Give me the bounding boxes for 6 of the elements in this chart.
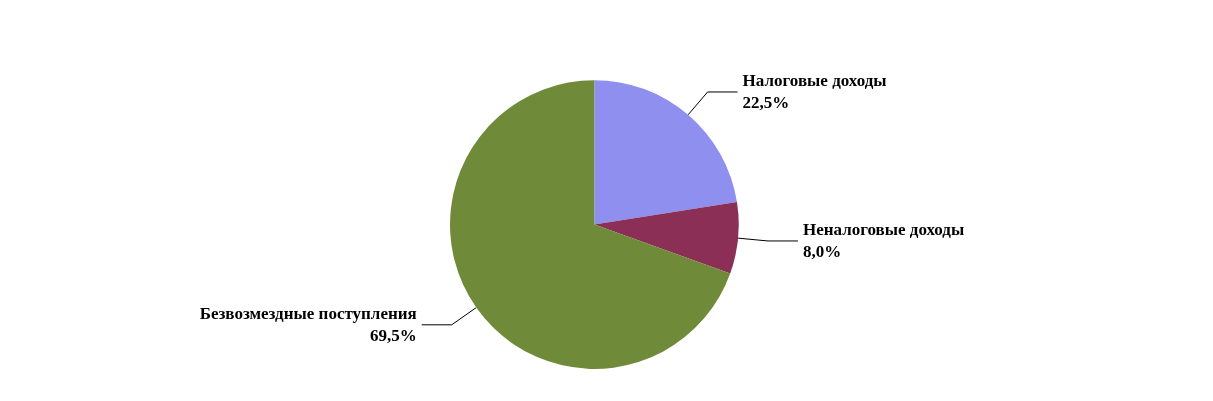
slice-label: Налоговые доходы <box>742 71 887 91</box>
data-label: 22,5% <box>742 93 790 113</box>
data-label: 69,5% <box>369 326 417 346</box>
slice-label: Безвозмездные поступления <box>199 304 417 324</box>
data-label: 8,0% <box>802 242 842 262</box>
slice-label: Неналоговые доходы <box>802 220 965 240</box>
